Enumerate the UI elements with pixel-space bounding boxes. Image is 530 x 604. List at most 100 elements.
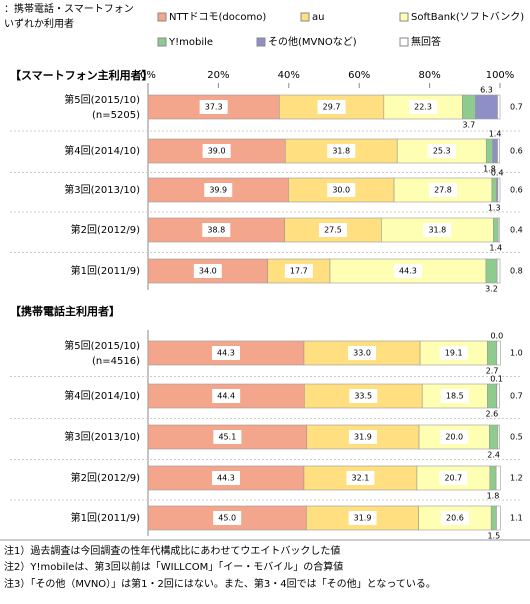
- value-label: 0.6: [510, 147, 523, 156]
- value-label: 20.0: [445, 433, 463, 442]
- legend-swatch: [256, 37, 266, 47]
- label-bg: [348, 511, 377, 525]
- value-label: 39.9: [209, 186, 227, 195]
- value-label: 19.1: [445, 349, 463, 358]
- legend-label: au: [312, 12, 324, 23]
- value-label: 25.3: [433, 147, 451, 156]
- bar-segment: [496, 505, 501, 531]
- legend-label: 無回答: [411, 35, 441, 48]
- bar-segment: [497, 177, 501, 203]
- bar-segment: [418, 424, 490, 450]
- value-label: 2.4: [487, 451, 500, 460]
- row-note: (n=5205): [92, 110, 140, 121]
- bar-segment: [495, 465, 501, 491]
- legend-swatch: [157, 12, 167, 22]
- header-line: いずれか利用者: [4, 18, 74, 30]
- label-bg: [212, 389, 241, 403]
- value-label: 1.5: [487, 532, 500, 541]
- bar-segment: [497, 94, 501, 120]
- row-label: 第4回(2014/10): [64, 389, 140, 402]
- value-label: 1.1: [510, 514, 523, 523]
- x-tick-label: 0%: [140, 70, 156, 81]
- bar-segment: [493, 217, 499, 243]
- value-label: 18.5: [446, 392, 464, 401]
- label-bg: [427, 144, 456, 158]
- value-label: 34.0: [199, 267, 217, 276]
- label-bg: [423, 223, 452, 237]
- value-label: 1.8: [483, 165, 496, 174]
- value-label: 2.7: [486, 367, 499, 376]
- label-bg: [213, 511, 242, 525]
- value-label: 0.1: [490, 375, 503, 384]
- row-label: 第4回(2014/10): [64, 144, 140, 157]
- value-label: 0.4: [491, 169, 504, 178]
- value-label: 0.5: [510, 433, 523, 442]
- label-bg: [348, 346, 377, 360]
- label-bg: [211, 471, 240, 485]
- value-label: 1.4: [489, 130, 502, 139]
- note: 注3）「その他（MVNO）」は第1・2回にはない。また、第3・4回では「その他」…: [4, 577, 436, 590]
- label-bg: [393, 264, 422, 278]
- x-tick-label: 60%: [348, 70, 370, 81]
- bar-segment: [419, 340, 488, 366]
- bar-segment: [487, 383, 497, 409]
- note: 注1）過去調査は今回調査の性年代構成比にあわせてウエイトバックした値: [4, 544, 340, 557]
- label-bg: [202, 223, 231, 237]
- row-note: (n=4516): [92, 356, 140, 367]
- row-label: 第3回(2013/10): [64, 183, 140, 196]
- label-bg: [327, 144, 356, 158]
- label-bg: [346, 471, 375, 485]
- row-label: 第5回(2015/10): [64, 93, 140, 106]
- row-label: 第2回(2012/9): [71, 471, 140, 484]
- legend-label: SoftBank(ソフトバンク): [411, 11, 524, 23]
- value-label: 1.4: [489, 244, 502, 253]
- value-label: 2.6: [486, 410, 499, 419]
- label-bg: [199, 100, 228, 114]
- row-label: 第3回(2013/10): [64, 430, 140, 443]
- legend-label: その他(MVNOなど): [268, 35, 357, 48]
- value-label: 44.3: [399, 267, 417, 276]
- bar-segment: [497, 217, 500, 243]
- bar-segment: [496, 258, 501, 284]
- value-label: 37.3: [205, 103, 223, 112]
- value-label: 0.6: [510, 186, 523, 195]
- bar-segment: [487, 340, 498, 366]
- label-bg: [213, 430, 242, 444]
- value-label: 29.7: [323, 103, 341, 112]
- label-bg: [204, 183, 233, 197]
- bar-segment: [485, 258, 498, 284]
- value-label: 30.0: [332, 186, 350, 195]
- bar-segment: [497, 138, 500, 164]
- label-bg: [349, 389, 378, 403]
- value-label: 38.8: [207, 226, 225, 235]
- bar-segment: [284, 217, 382, 243]
- value-label: 39.0: [208, 147, 226, 156]
- header-line: ：携帯電話・スマートフォン: [4, 2, 134, 15]
- label-bg: [193, 264, 222, 278]
- label-bg: [440, 389, 469, 403]
- label-bg: [327, 183, 356, 197]
- value-label: 44.4: [217, 392, 235, 401]
- value-label: 33.0: [353, 349, 371, 358]
- legend-swatch: [300, 12, 310, 22]
- value-label: 0.7: [510, 392, 523, 401]
- value-label: 20.7: [444, 474, 462, 483]
- note: 注2）Y!mobileは、第3回以前は「WILLCOM」「イー・モバイル」の合算…: [4, 560, 343, 573]
- bar-segment: [496, 340, 501, 366]
- row-label: 第5回(2015/10): [64, 339, 140, 352]
- bar-segment: [489, 424, 499, 450]
- section-title: 【携帯電話主利用者】: [10, 304, 120, 318]
- value-label: 32.1: [352, 474, 370, 483]
- label-bg: [409, 100, 438, 114]
- legend-swatch: [399, 12, 409, 22]
- value-label: 45.1: [218, 433, 236, 442]
- value-label: 17.7: [290, 267, 308, 276]
- row-label: 第1回(2011/9): [71, 264, 140, 277]
- bar-segment: [383, 94, 463, 120]
- value-label: 0.4: [510, 226, 523, 235]
- legend-swatch: [157, 37, 167, 47]
- bar-segment: [489, 465, 497, 491]
- x-tick-label: 20%: [207, 70, 229, 81]
- value-label: 31.8: [428, 226, 446, 235]
